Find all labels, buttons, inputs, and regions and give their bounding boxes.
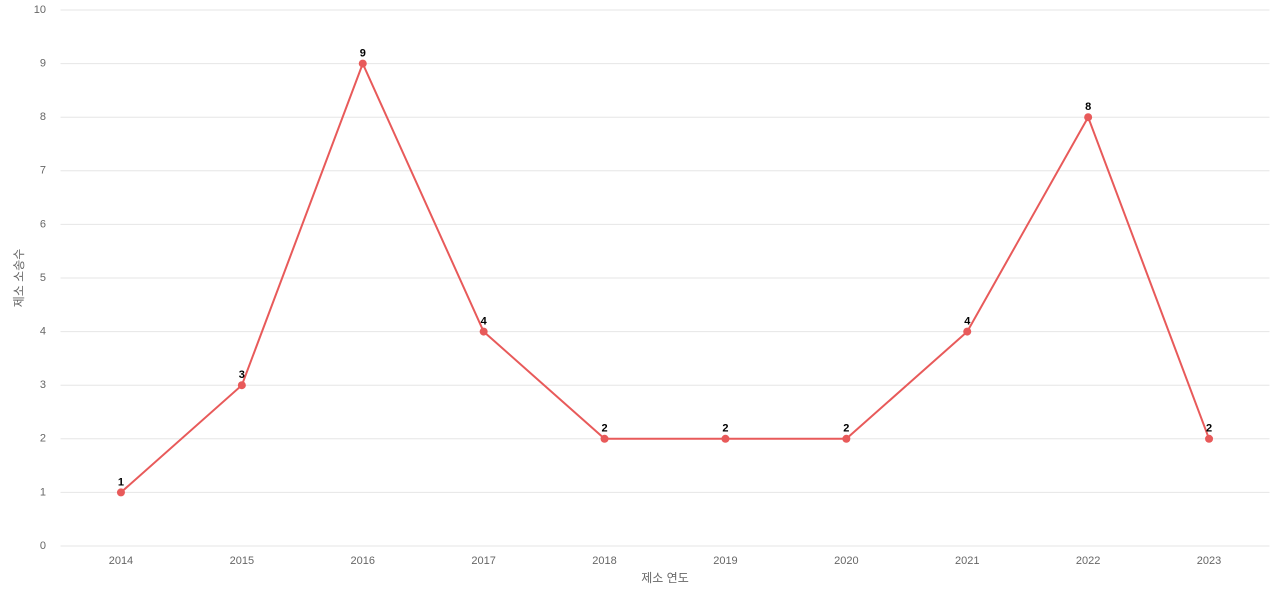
point xyxy=(1084,113,1093,122)
data-label: 2 xyxy=(601,423,607,435)
y-tick-label: 9 xyxy=(40,58,46,70)
y-tick-label: 1 xyxy=(40,486,46,498)
y-tick-label: 8 xyxy=(40,111,46,123)
y-tick-label: 7 xyxy=(40,165,46,177)
x-tick-label: 2018 xyxy=(592,555,616,567)
point xyxy=(842,434,851,443)
data-label: 9 xyxy=(360,48,366,60)
data-label: 2 xyxy=(1206,423,1212,435)
line xyxy=(120,60,1210,494)
data-label: 1 xyxy=(118,476,124,488)
point xyxy=(963,327,972,336)
x-tick-label: 2017 xyxy=(471,555,495,567)
x-tick-label: 2021 xyxy=(955,555,979,567)
y-tick-label: 10 xyxy=(34,4,46,16)
y-tick-label: 4 xyxy=(40,326,46,338)
data-label: 3 xyxy=(239,369,245,381)
y-axis-title: 제소 소송수 xyxy=(12,249,26,308)
x-axis-title: 제소 연도 xyxy=(641,571,689,585)
y-tick-label: 0 xyxy=(40,540,46,552)
y-tick-label: 6 xyxy=(40,218,46,230)
data-label: 4 xyxy=(964,316,971,328)
y-tick-label: 3 xyxy=(40,379,46,391)
x-tick-label: 2022 xyxy=(1076,555,1100,567)
x-tick-label: 2023 xyxy=(1197,555,1221,567)
data-label: 4 xyxy=(481,316,488,328)
x-tick-label: 2016 xyxy=(351,555,375,567)
point xyxy=(237,381,246,390)
y-tick-label: 2 xyxy=(40,433,46,445)
data-label: 2 xyxy=(722,423,728,435)
point xyxy=(721,434,730,443)
data-label: 2 xyxy=(843,423,849,435)
point xyxy=(358,59,367,68)
x-tick-label: 2020 xyxy=(834,555,858,567)
y-tick-label: 5 xyxy=(40,272,46,284)
point xyxy=(600,434,609,443)
point xyxy=(116,488,125,497)
data-label: 8 xyxy=(1085,101,1091,113)
x-tick-label: 2015 xyxy=(230,555,254,567)
x-tick-label: 2019 xyxy=(713,555,737,567)
point xyxy=(1205,434,1214,443)
x-tick-label: 2014 xyxy=(109,555,133,567)
point xyxy=(479,327,488,336)
